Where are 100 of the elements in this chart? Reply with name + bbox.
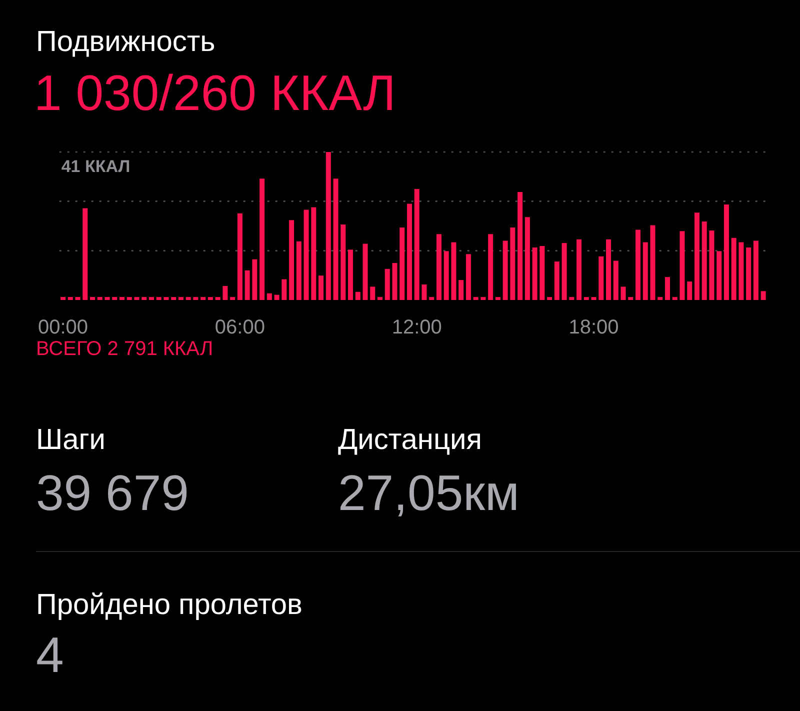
bar (186, 297, 191, 300)
bar (164, 297, 169, 300)
bar (289, 220, 294, 300)
bar (753, 240, 758, 300)
bar (709, 230, 714, 300)
bar (244, 270, 250, 300)
bar (444, 251, 449, 300)
bar (672, 297, 678, 300)
bar (658, 297, 663, 300)
bar (370, 286, 376, 300)
ref-line-label: 41 ККАЛ (61, 157, 130, 176)
bar (119, 297, 125, 300)
bar (473, 297, 478, 300)
bar (326, 152, 331, 300)
bar (222, 286, 228, 300)
bar (230, 297, 236, 300)
bar (613, 260, 618, 300)
bar (458, 280, 464, 300)
bar (532, 247, 538, 300)
bar (731, 238, 736, 300)
bar (716, 251, 722, 300)
bar (60, 297, 66, 300)
bar (193, 297, 198, 300)
bar (178, 297, 184, 300)
bar (90, 297, 96, 300)
bar (384, 268, 390, 300)
bar (746, 247, 752, 300)
text: 27,05км (338, 464, 520, 522)
bar (274, 294, 280, 300)
bar (760, 291, 766, 300)
bar (738, 242, 744, 300)
bar (422, 284, 427, 300)
bar (68, 297, 73, 300)
bar (215, 297, 220, 300)
bar (171, 297, 176, 300)
bar (400, 227, 405, 300)
bar (606, 239, 612, 300)
bar (377, 297, 383, 300)
bar (362, 244, 368, 300)
bar (569, 297, 574, 300)
bar (134, 297, 140, 300)
bar (200, 297, 206, 300)
bar (148, 297, 154, 300)
bar (414, 189, 420, 300)
bar (547, 297, 552, 300)
bar (650, 225, 656, 300)
bar (687, 282, 692, 300)
bar (488, 234, 494, 300)
bar (75, 297, 80, 300)
bar (142, 297, 147, 300)
bar (266, 293, 272, 300)
bar (208, 297, 213, 300)
text: Пройдено пролетов (36, 589, 302, 622)
bar (429, 297, 434, 300)
text: 39 679 (36, 464, 189, 522)
text: ВСЕГО 2 791 ККАЛ (36, 338, 214, 361)
x-tick-label: 18:00 (568, 316, 619, 339)
bar (554, 262, 560, 300)
bar (82, 208, 88, 300)
bar (333, 178, 338, 300)
bar (620, 286, 626, 300)
bar (296, 241, 302, 300)
bar (451, 242, 456, 300)
bar (348, 250, 354, 300)
bar (104, 297, 110, 300)
bar (282, 279, 287, 300)
bar (311, 207, 316, 300)
bar (502, 240, 508, 300)
bar (304, 210, 309, 300)
text: Дистанция (338, 424, 482, 457)
bar (480, 297, 486, 300)
bar (628, 297, 634, 300)
bar (540, 246, 545, 300)
bar (518, 192, 523, 300)
bar (576, 239, 582, 300)
bar (340, 224, 346, 300)
bar (642, 242, 648, 300)
x-tick-label: 12:00 (392, 316, 442, 339)
x-tick-label: 06:00 (214, 316, 265, 339)
bar (252, 259, 258, 300)
bar (694, 212, 700, 300)
bar (392, 263, 398, 300)
bar (156, 297, 162, 300)
bar (584, 297, 589, 300)
chart-subtitle: 1 030/260 ККАЛ (34, 64, 396, 122)
bar (355, 292, 360, 300)
bar (635, 230, 641, 300)
chart-title: Подвижность (36, 26, 216, 59)
x-tick-label: 00:00 (38, 316, 88, 339)
bar (406, 204, 412, 300)
bar (97, 297, 102, 300)
bar (436, 234, 442, 300)
bar (318, 276, 324, 300)
bar (237, 213, 242, 300)
bar (680, 231, 685, 300)
bar (702, 222, 707, 300)
bar (524, 217, 530, 300)
bar (126, 297, 132, 300)
text: Шаги (36, 424, 106, 457)
text: 4 (36, 626, 64, 684)
